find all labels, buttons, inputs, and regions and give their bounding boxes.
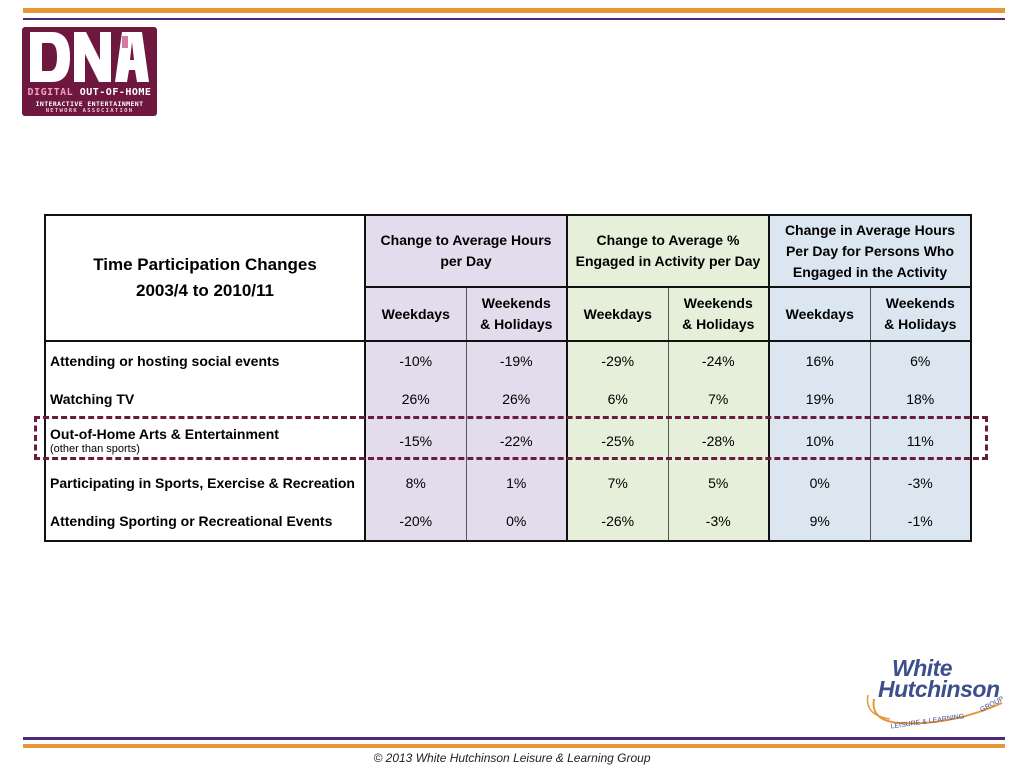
row-label: Participating in Sports, Exercise & Recr… bbox=[44, 464, 366, 502]
table-row: Watching TV 26% 26% 6% 7% 19% 18% bbox=[44, 380, 972, 418]
table-cell: -24% bbox=[667, 341, 769, 380]
bottom-purple-rule bbox=[23, 737, 1005, 740]
row-label: Attending or hosting social events bbox=[44, 341, 366, 380]
table-cell: 7% bbox=[566, 464, 668, 502]
table-cell: -28% bbox=[667, 418, 769, 464]
white-hutchinson-logo: White Hutchinson LEISURE & LEARNING GROU… bbox=[860, 655, 1010, 730]
table-cell: 7% bbox=[667, 380, 769, 418]
table-cell: -19% bbox=[465, 341, 567, 380]
sub-header-row: Weekdays Weekends & Holidays Weekdays Wee… bbox=[45, 287, 972, 342]
subheader-weekdays: Weekdays bbox=[768, 287, 870, 342]
subheader-weekdays: Weekdays bbox=[364, 287, 466, 342]
dna-logo-line3: NETWORK ASSOCIATION bbox=[45, 108, 134, 114]
table-cell: 19% bbox=[768, 380, 870, 418]
table-cell: 5% bbox=[667, 464, 769, 502]
group-header-row: Time Participation Changes 2003/4 to 2010… bbox=[44, 214, 972, 342]
group-header-percent: Change to Average % Engaged in Activity p… bbox=[566, 214, 769, 288]
subheader-weekends: Weekends & Holidays bbox=[869, 287, 972, 342]
logo-word-white: White bbox=[892, 655, 953, 681]
group-header-hours: Change to Average Hours per Day bbox=[364, 214, 567, 288]
table-cell: -15% bbox=[364, 418, 466, 464]
table-cell: -25% bbox=[566, 418, 668, 464]
dna-mark-icon bbox=[30, 32, 149, 82]
table-cell: 1% bbox=[465, 464, 567, 502]
subheader-weekends: Weekends & Holidays bbox=[465, 287, 567, 342]
table-cell: -29% bbox=[566, 341, 668, 380]
dna-logo-line1: DIGITAL OUT-OF-HOME bbox=[27, 87, 152, 98]
table-cell: 0% bbox=[465, 502, 567, 542]
table-cell: 6% bbox=[566, 380, 668, 418]
table-cell: -26% bbox=[566, 502, 668, 542]
bottom-orange-rule bbox=[23, 744, 1005, 748]
table-title: Time Participation Changes 2003/4 to 2010… bbox=[44, 214, 366, 342]
subheader-weekends: Weekends & Holidays bbox=[667, 287, 769, 342]
table-cell: -1% bbox=[869, 502, 972, 542]
row-sublabel: (other than sports) bbox=[50, 442, 140, 455]
table-row-highlighted: Out-of-Home Arts & Entertainment (other … bbox=[44, 418, 972, 464]
table-cell: 11% bbox=[869, 418, 972, 464]
participation-table: Time Participation Changes 2003/4 to 2010… bbox=[44, 214, 972, 542]
table-cell: 26% bbox=[364, 380, 466, 418]
table-cell: 10% bbox=[768, 418, 870, 464]
row-label: Out-of-Home Arts & Entertainment (other … bbox=[44, 418, 366, 464]
copyright-footer: © 2013 White Hutchinson Leisure & Learni… bbox=[373, 751, 651, 765]
table-cell: -3% bbox=[667, 502, 769, 542]
table-cell: 9% bbox=[768, 502, 870, 542]
table-cell: 0% bbox=[768, 464, 870, 502]
logo-word-hutchinson: Hutchinson bbox=[878, 676, 1000, 702]
subheader-weekdays: Weekdays bbox=[566, 287, 668, 342]
table-cell: 18% bbox=[869, 380, 972, 418]
dna-logo: DIGITAL OUT-OF-HOME INTERACTIVE ENTERTAI… bbox=[22, 27, 157, 116]
table-cell: -10% bbox=[364, 341, 466, 380]
table-cell: -22% bbox=[465, 418, 567, 464]
logo-tagline-group: GROUP bbox=[979, 695, 1005, 713]
table-cell: -20% bbox=[364, 502, 466, 542]
table-row: Participating in Sports, Exercise & Recr… bbox=[44, 464, 972, 502]
table-cell: 26% bbox=[465, 380, 567, 418]
dna-logo-line2: INTERACTIVE ENTERTAINMENT bbox=[35, 100, 144, 108]
group-header-persons: Change in Average Hours Per Day for Perso… bbox=[768, 214, 972, 288]
table-row: Attending Sporting or Recreational Event… bbox=[44, 502, 972, 542]
top-orange-rule bbox=[23, 8, 1005, 13]
table-row: Attending or hosting social events -10% … bbox=[44, 341, 972, 380]
row-label: Attending Sporting or Recreational Event… bbox=[44, 502, 366, 542]
table-cell: -3% bbox=[869, 464, 972, 502]
row-label: Watching TV bbox=[44, 380, 366, 418]
table-cell: 6% bbox=[869, 341, 972, 380]
logo-tagline: LEISURE & LEARNING bbox=[890, 713, 965, 729]
swoosh-icon: LEISURE & LEARNING GROUP bbox=[866, 694, 1005, 729]
table-cell: 8% bbox=[364, 464, 466, 502]
table-cell: 16% bbox=[768, 341, 870, 380]
top-purple-rule bbox=[23, 18, 1005, 20]
